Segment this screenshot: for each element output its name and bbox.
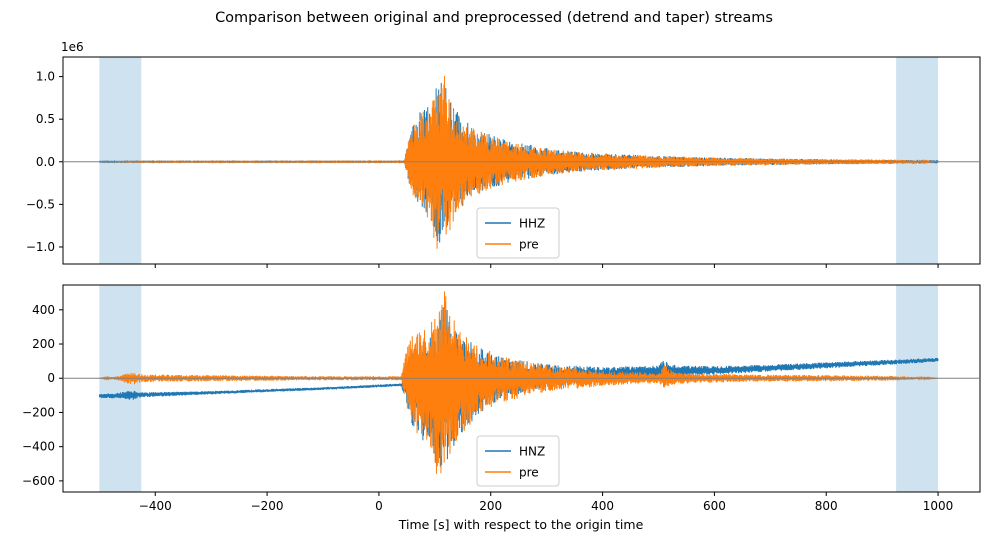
x-tick-label: 800 bbox=[815, 499, 838, 513]
y-tick-label: −200 bbox=[22, 405, 55, 419]
waveform-series bbox=[98, 291, 939, 474]
y-tick-label: −0.5 bbox=[26, 197, 55, 211]
offset-text: 1e6 bbox=[61, 40, 84, 54]
x-tick-label: 1000 bbox=[923, 499, 954, 513]
figure-title: Comparison between original and preproce… bbox=[215, 10, 773, 26]
legend-label: pre bbox=[519, 238, 539, 252]
x-axis-label: Time [s] with respect to the origin time bbox=[398, 517, 644, 532]
series-pre-line bbox=[99, 291, 939, 474]
x-tick-label: −400 bbox=[139, 499, 172, 513]
legend-box bbox=[476, 435, 560, 487]
y-tick-label: 0 bbox=[47, 371, 55, 385]
y-tick-label: −1.0 bbox=[26, 240, 55, 254]
plot-frame bbox=[62, 284, 981, 493]
taper-span-1 bbox=[99, 285, 142, 492]
legend: HHZ pre bbox=[476, 207, 560, 259]
y-tick-label: 0.0 bbox=[36, 155, 55, 169]
x-tick-label: 400 bbox=[591, 499, 614, 513]
top-panel: −1.0 −0.5 0.0 0.5 1.0 1e6 HHZ pre bbox=[26, 40, 981, 268]
x-tick-label: 0 bbox=[375, 499, 383, 513]
y-tick-label: −400 bbox=[22, 440, 55, 454]
x-tick-label: 200 bbox=[479, 499, 502, 513]
legend: HNZ pre bbox=[476, 435, 560, 487]
taper-span-2 bbox=[896, 285, 939, 492]
y-ticks: −1.0 −0.5 0.0 0.5 1.0 bbox=[26, 70, 63, 254]
legend-label: HNZ bbox=[519, 445, 545, 459]
x-ticks: −400 −200 0 200 400 600 800 1000 bbox=[139, 492, 954, 513]
taper-spans bbox=[99, 285, 939, 492]
legend-label: pre bbox=[519, 466, 539, 480]
y-ticks: −600 −400 −200 0 200 400 bbox=[22, 303, 63, 488]
plot-frame bbox=[62, 56, 981, 265]
taper-span-1 bbox=[99, 57, 142, 264]
x-tick-label: −200 bbox=[251, 499, 284, 513]
y-tick-label: 200 bbox=[32, 337, 55, 351]
y-tick-label: −600 bbox=[22, 474, 55, 488]
legend-label: HHZ bbox=[519, 217, 545, 231]
x-tick-label: 600 bbox=[703, 499, 726, 513]
y-tick-label: 1.0 bbox=[36, 70, 55, 84]
legend-box bbox=[476, 207, 560, 259]
y-tick-label: 400 bbox=[32, 303, 55, 317]
x-ticks bbox=[154, 264, 939, 268]
y-tick-label: 0.5 bbox=[36, 112, 55, 126]
bottom-panel: −400 −200 0 200 400 600 800 1000 −600 −400 −200 0 2… bbox=[22, 284, 981, 513]
